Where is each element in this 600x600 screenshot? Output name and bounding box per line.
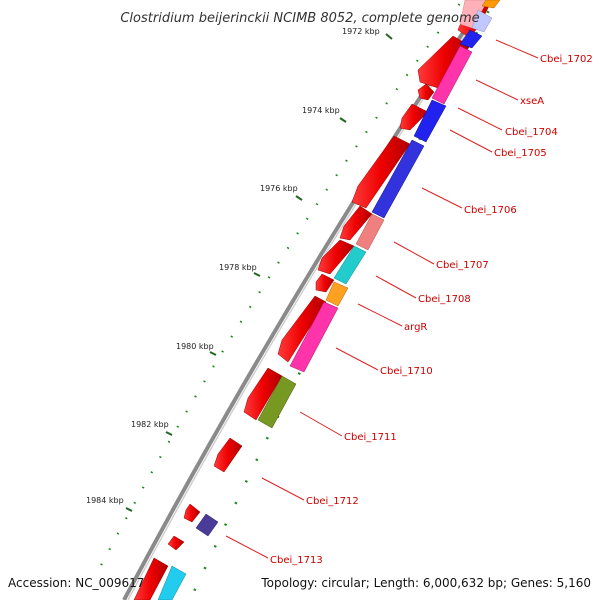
gene-label[interactable]: Cbei_1705 <box>494 148 547 159</box>
gene-bar[interactable] <box>459 29 483 49</box>
gene-bar[interactable] <box>481 0 501 9</box>
gene-arrow-forward[interactable] <box>243 367 283 421</box>
gene-label[interactable]: Cbei_1704 <box>505 127 558 138</box>
gene-arrow-forward[interactable] <box>133 557 169 600</box>
gene-arrow-forward[interactable] <box>183 503 201 523</box>
gene-label[interactable]: Cbei_1707 <box>436 260 489 271</box>
gene-bar[interactable] <box>325 281 349 307</box>
gene-label[interactable]: Cbei_1706 <box>464 205 517 216</box>
gene-bar[interactable] <box>195 513 219 537</box>
gene-bar[interactable] <box>289 301 339 373</box>
gene-bar[interactable] <box>413 99 447 143</box>
scale-label: 1980 kbp <box>176 342 214 351</box>
gene-label[interactable]: Cbei_1713 <box>270 555 323 566</box>
gene-arrow-forward[interactable] <box>277 295 327 363</box>
gene-arrow-forward[interactable] <box>213 437 243 473</box>
gene-bar[interactable] <box>355 213 385 251</box>
scale-major-ticks <box>125 33 393 512</box>
scale-label: 1972 kbp <box>342 27 380 36</box>
scale-label: 1982 kbp <box>131 420 169 429</box>
scale-labels: 1972 kbp 1974 kbp 1976 kbp 1978 kbp 1980… <box>86 27 380 505</box>
reverse-strand-genes <box>157 0 501 600</box>
gene-bar[interactable] <box>471 9 493 33</box>
gene-arrow-forward[interactable] <box>315 273 335 293</box>
gene-arrow-forward[interactable] <box>339 205 373 241</box>
gene-label[interactable]: xseA <box>520 96 544 107</box>
gene-labels: Cbei_1702 xseA Cbei_1704 Cbei_1705 Cbei_… <box>270 54 593 566</box>
gene-bar[interactable] <box>431 45 473 105</box>
gene-bar[interactable] <box>257 375 297 429</box>
scale-label: 1984 kbp <box>86 496 124 505</box>
gene-arrow-forward[interactable] <box>317 239 355 275</box>
scale-label: 1978 kbp <box>219 263 257 272</box>
gene-arrow-forward[interactable] <box>417 83 435 101</box>
gene-label[interactable]: Cbei_1702 <box>540 54 593 65</box>
gene-label[interactable]: argR <box>404 322 427 333</box>
forward-strand-genes <box>133 0 493 600</box>
gene-bar[interactable] <box>157 565 187 600</box>
gene-bar[interactable] <box>333 245 367 285</box>
gene-label[interactable]: Cbei_1710 <box>380 366 433 377</box>
gene-label[interactable]: Cbei_1708 <box>418 294 471 305</box>
gene-arrow-forward[interactable] <box>399 103 429 131</box>
gene-label[interactable]: Cbei_1711 <box>344 432 397 443</box>
scale-label: 1974 kbp <box>302 106 340 115</box>
gene-bar[interactable] <box>371 139 425 219</box>
gene-arrow-forward[interactable] <box>351 135 411 209</box>
map-title: Clostridium beijerinckii NCIMB 8052, com… <box>120 11 479 26</box>
scale-label: 1976 kbp <box>260 184 298 193</box>
gene-arrow-forward[interactable] <box>167 535 185 551</box>
accession-text: Accession: NC_009617 <box>8 576 144 590</box>
gene-label[interactable]: Cbei_1712 <box>306 496 359 507</box>
gene-leader-lines <box>225 39 539 559</box>
genome-stats-text: Topology: circular; Length: 6,000,632 bp… <box>260 576 591 590</box>
